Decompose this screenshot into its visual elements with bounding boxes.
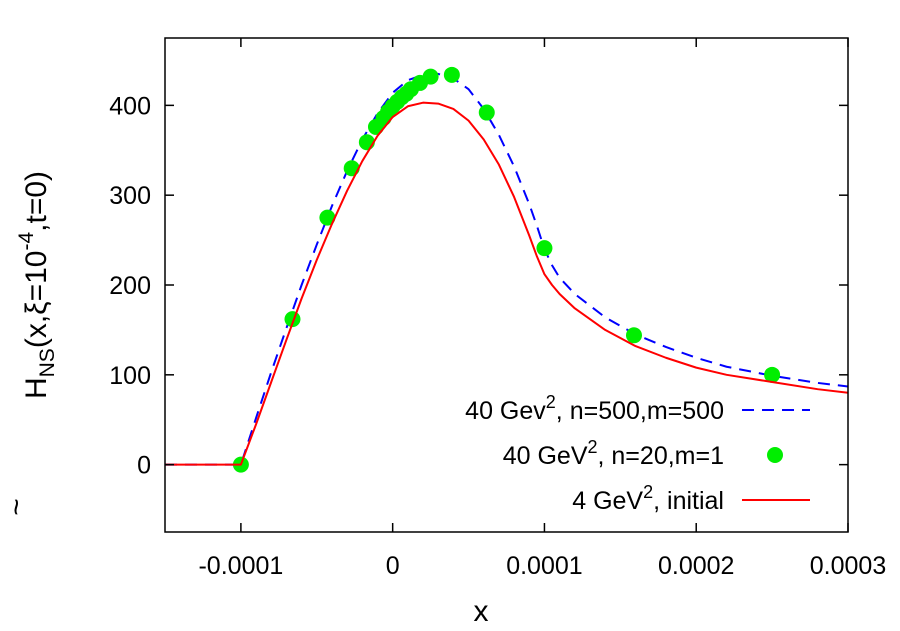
tick-labels: -0.0001 0 0.0001 0.0002 0.0003 0 100 200 300 400 bbox=[109, 92, 886, 580]
series-2-point bbox=[343, 160, 360, 177]
x-tick-label: 0.0001 bbox=[506, 552, 582, 580]
svg-text:HNS(x,ξ=10-4,t=0): HNS(x,ξ=10-4,t=0) bbox=[15, 171, 59, 399]
y-axis-title-middle: (x,ξ=10 bbox=[20, 251, 53, 349]
series-2-point bbox=[764, 366, 781, 383]
series-2-point bbox=[536, 240, 553, 257]
y-axis-title-subscript: NS bbox=[36, 348, 59, 377]
y-axis-title: HNS(x,ξ=10-4,t=0) ~ bbox=[0, 171, 59, 516]
series-2-point bbox=[422, 68, 439, 85]
series-3-line bbox=[165, 101, 848, 466]
legend-label-3-sup: 2 bbox=[643, 482, 653, 502]
svg-text:40 GeV2, n=20,m=1: 40 GeV2, n=20,m=1 bbox=[503, 437, 724, 470]
legend-label-1-main: 40 Gev bbox=[465, 397, 546, 425]
y-tick-label: 400 bbox=[109, 92, 151, 120]
x-tick-label: 0.0003 bbox=[810, 552, 886, 580]
legend-swatch-2 bbox=[767, 447, 783, 463]
svg-text:40 Gev2, n=500,m=500: 40 Gev2, n=500,m=500 bbox=[465, 392, 724, 425]
legend-label-1-rest: , n=500,m=500 bbox=[556, 397, 724, 425]
y-tick-label: 300 bbox=[109, 182, 151, 210]
legend-label-3-rest: , initial bbox=[653, 487, 724, 515]
legend-label-2-main: 40 GeV bbox=[503, 442, 588, 470]
legend-entry-1: 40 Gev2, n=500,m=500 bbox=[465, 392, 810, 425]
svg-text:4 GeV2, initial: 4 GeV2, initial bbox=[572, 482, 724, 515]
series-2-point bbox=[358, 134, 375, 151]
legend: 40 Gev2, n=500,m=500 40 GeV2, n=20,m=1 4… bbox=[465, 392, 810, 515]
series-1-line bbox=[165, 72, 848, 466]
series-2-point bbox=[319, 209, 336, 226]
series-layer bbox=[165, 66, 848, 473]
legend-label-2-rest: , n=20,m=1 bbox=[598, 442, 724, 470]
legend-entry-3: 4 GeV2, initial bbox=[572, 482, 810, 515]
x-tick-label: 0 bbox=[386, 552, 400, 580]
y-axis-title-main: H bbox=[20, 377, 53, 399]
legend-entry-2: 40 GeV2, n=20,m=1 bbox=[503, 437, 783, 470]
y-tick-label: 100 bbox=[109, 362, 151, 390]
series-2-point bbox=[625, 327, 642, 344]
legend-label-1-sup: 2 bbox=[546, 392, 556, 412]
ticks-layer bbox=[165, 38, 849, 532]
x-axis-title: x bbox=[474, 595, 489, 628]
y-axis-title-superscript: -4 bbox=[15, 232, 38, 251]
y-axis-title-tilde: ~ bbox=[0, 498, 33, 516]
x-tick-label: 0.0002 bbox=[658, 552, 734, 580]
legend-label-3-main: 4 GeV bbox=[572, 487, 643, 515]
y-tick-label: 0 bbox=[137, 452, 151, 480]
legend-label-2-sup: 2 bbox=[588, 437, 598, 457]
y-axis-title-suffix: ,t=0) bbox=[20, 171, 53, 232]
y-tick-label: 200 bbox=[109, 272, 151, 300]
series-2-point bbox=[443, 66, 460, 83]
x-tick-label: -0.0001 bbox=[198, 552, 283, 580]
series-2-point bbox=[478, 104, 495, 121]
